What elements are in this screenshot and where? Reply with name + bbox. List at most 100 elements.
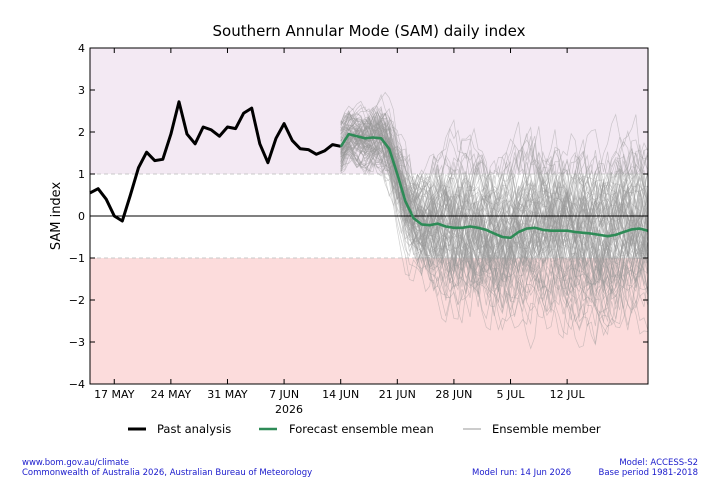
ensemble-member-line <box>340 126 649 329</box>
ensemble-member-line <box>340 136 649 274</box>
ensemble-member-line <box>340 131 649 299</box>
x-tick-label: 5 JUL <box>497 388 526 401</box>
x-axis-year-label: 2026 <box>275 403 303 416</box>
ensemble-member-line <box>340 109 649 297</box>
ensemble-member-line <box>340 100 649 293</box>
footer-copyright: Commonwealth of Australia 2026, Australi… <box>22 468 313 478</box>
ensemble-member-line <box>340 139 649 287</box>
ensemble-member-line <box>340 127 649 273</box>
ensemble-member-line <box>340 117 649 303</box>
ensemble-member-line <box>340 108 649 277</box>
ensemble-member-line <box>340 114 649 287</box>
y-tick-label: −4 <box>69 378 85 391</box>
y-tick-label: 2 <box>78 126 85 139</box>
ensemble-member-line <box>340 112 649 336</box>
x-tick-label: 12 JUL <box>550 388 586 401</box>
ensemble-member-line <box>340 125 649 284</box>
footer-spacer <box>472 458 571 468</box>
ensemble-member-line <box>340 118 649 331</box>
legend-label-past: Past analysis <box>157 422 231 436</box>
ensemble-member-line <box>340 122 649 282</box>
y-tick-label: −1 <box>69 252 85 265</box>
forecast-mean-line <box>339 132 649 240</box>
ensemble-member-line <box>340 124 649 321</box>
ensemble-member-line <box>340 110 649 265</box>
ensemble-member-line <box>340 106 649 265</box>
ensemble-member-line <box>340 105 649 323</box>
positive-sam-band <box>90 48 648 174</box>
legend-label-member: Ensemble member <box>492 422 601 436</box>
plot-area: −4 −3 −2 −1 0 1 2 3 4 17 MAY 24 MAY 31 MAY 7 JUN 14 J… <box>69 42 649 401</box>
negative-sam-band <box>90 258 648 384</box>
footer-base-period: Base period 1981-2018 <box>598 468 698 478</box>
x-tick-label: 31 MAY <box>207 388 248 401</box>
ensemble-member-line <box>340 91 649 336</box>
y-tick-label: −3 <box>69 336 85 349</box>
ensemble-member-line <box>340 126 649 286</box>
ensemble-member-line <box>340 108 649 330</box>
ensemble-member-line <box>340 108 649 286</box>
y-tick-label: 0 <box>78 210 85 223</box>
ensemble-member-line <box>340 128 649 337</box>
ensemble-member-line <box>340 128 649 320</box>
ensemble-member-line <box>340 119 649 313</box>
legend: Past analysis Forecast ensemble mean Ens… <box>128 422 601 436</box>
y-axis-label: SAM index <box>49 182 64 251</box>
ensemble-member-line <box>340 107 649 296</box>
ensemble-member-line <box>340 120 649 292</box>
ensemble-member-line <box>340 149 649 348</box>
ensemble-member-line <box>340 116 649 308</box>
y-tick-label: 4 <box>78 42 85 55</box>
ensemble-member-line <box>340 115 649 314</box>
ensemble-members <box>340 91 649 350</box>
legend-label-mean: Forecast ensemble mean <box>289 422 434 436</box>
ensemble-member-line <box>340 126 649 350</box>
ensemble-member-line <box>340 111 649 346</box>
ensemble-member-line <box>340 131 649 294</box>
footer-right: Model: ACCESS-S2 Base period 1981-2018 <box>598 458 698 478</box>
ensemble-member-line <box>340 120 649 285</box>
x-tick-label: 28 JUN <box>435 388 472 401</box>
ensemble-member-line <box>340 139 649 287</box>
footer-mid: Model run: 14 Jun 2026 <box>472 458 571 478</box>
ensemble-member-line <box>340 140 649 304</box>
y-tick-label: −2 <box>69 294 85 307</box>
ensemble-member-line <box>340 141 649 287</box>
ensemble-member-line <box>340 113 649 272</box>
ensemble-member-line <box>340 118 649 301</box>
ensemble-member-line <box>340 122 649 326</box>
ensemble-member-line <box>340 138 649 331</box>
ensemble-member-line <box>340 113 649 275</box>
ensemble-member-line <box>340 139 649 284</box>
ensemble-member-line <box>340 112 649 246</box>
x-tick-label: 17 MAY <box>94 388 135 401</box>
ensemble-member-line <box>340 127 649 328</box>
x-tick-label: 14 JUN <box>322 388 359 401</box>
footer-url-link[interactable]: www.bom.gov.au/climate <box>22 458 129 468</box>
ensemble-member-line <box>340 145 649 276</box>
ensemble-member-line <box>340 117 649 251</box>
ensemble-member-line <box>340 104 649 260</box>
ensemble-member-line <box>340 129 649 315</box>
ensemble-member-line <box>340 142 649 276</box>
ensemble-member-line <box>340 133 649 271</box>
x-tick-label: 21 JUN <box>379 388 416 401</box>
ensemble-member-line <box>340 113 649 288</box>
ensemble-member-line <box>340 133 649 316</box>
footer-model-run: Model run: 14 Jun 2026 <box>472 468 572 478</box>
x-tick-label: 7 JUN <box>269 388 299 401</box>
chart-title: Southern Annular Mode (SAM) daily index <box>213 22 526 40</box>
ensemble-member-line <box>340 114 649 264</box>
y-tick-label: 3 <box>78 84 85 97</box>
ensemble-member-line <box>340 118 649 298</box>
ensemble-member-line <box>340 113 649 290</box>
ensemble-member-line <box>340 133 649 297</box>
ensemble-member-line <box>340 147 649 325</box>
ensemble-member-line <box>340 126 649 323</box>
ensemble-member-line <box>340 120 649 335</box>
ensemble-member-line <box>340 128 649 280</box>
x-tick-label: 24 MAY <box>151 388 192 401</box>
ensemble-member-line <box>340 132 649 278</box>
ensemble-member-line <box>340 112 649 331</box>
